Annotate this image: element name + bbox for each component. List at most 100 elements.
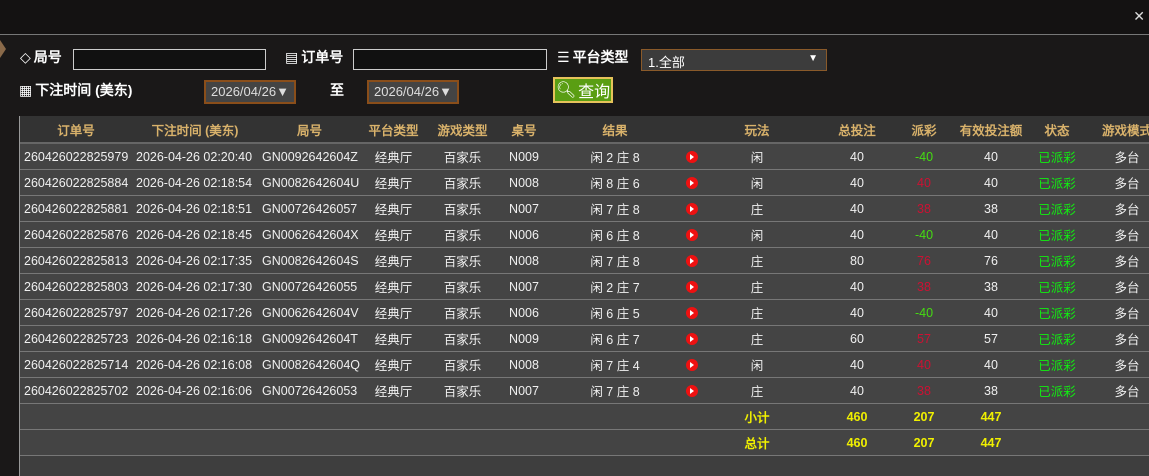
cell-platform-type: 经典厅 — [361, 325, 426, 352]
round-input[interactable] — [73, 49, 266, 70]
replay-cell — [681, 377, 702, 404]
header-game-type: 游戏类型 — [426, 116, 499, 144]
cell-status: 已派彩 — [1036, 221, 1078, 248]
table-row: 260426022825884 2026-04-26 02:18:54 GN0082… — [20, 169, 1149, 196]
subtotal-valid-bet: 447 — [946, 403, 1036, 430]
play-video-icon[interactable] — [685, 151, 698, 164]
platform-selected: 1.全部 — [648, 55, 685, 70]
total-payout: 207 — [902, 429, 946, 456]
cell-total-bet: 40 — [812, 377, 902, 404]
cell-platform-type: 经典厅 — [361, 221, 426, 248]
cell-payout: 38 — [902, 195, 946, 222]
play-video-icon[interactable] — [685, 255, 698, 268]
date-from-picker[interactable]: 2026/04/26▼ — [204, 80, 296, 104]
cell-bet-time: 2026-04-26 02:16:06 — [132, 377, 258, 404]
cell-table-no: N008 — [499, 351, 549, 378]
cell-total-bet: 40 — [812, 195, 902, 222]
collapse-arrow-icon[interactable] — [0, 40, 6, 58]
cell-game-mode: 多台 — [1078, 143, 1149, 170]
cell-status: 已派彩 — [1036, 273, 1078, 300]
cell-total-bet: 40 — [812, 143, 902, 170]
play-video-icon[interactable] — [685, 203, 698, 216]
total-cell — [1036, 429, 1078, 456]
subtotal-cell — [426, 403, 499, 430]
cell-game-mode: 多台 — [1078, 247, 1149, 274]
cell-total-bet: 40 — [812, 299, 902, 326]
order-input[interactable] — [353, 49, 547, 70]
cell-total-bet: 40 — [812, 169, 902, 196]
cell-valid-bet: 38 — [946, 273, 1036, 300]
cell-round-no: GN0082642604Q — [258, 351, 361, 378]
cell-table-no: N007 — [499, 273, 549, 300]
query-button[interactable]: 🔍︎ 查询 — [553, 77, 613, 103]
play-video-icon[interactable] — [685, 385, 698, 398]
cell-payout: 38 — [902, 377, 946, 404]
platform-select[interactable]: 1.全部 ▼ — [641, 49, 827, 71]
header-valid-bet: 有效投注额 — [946, 116, 1036, 144]
play-video-icon[interactable] — [685, 333, 698, 346]
header-result: 结果 — [549, 116, 681, 144]
cell-status: 已派彩 — [1036, 351, 1078, 378]
header-bet-type: 玩法 — [702, 116, 812, 144]
list-icon: ☰ — [557, 48, 570, 65]
bet-records-table: 订单号 下注时间 (美东) 局号 平台类型 游戏类型 桌号 结果 玩法 总投注 派彩 有效投注额 状态… — [19, 116, 1149, 476]
header-total-bet: 总投注 — [812, 116, 902, 144]
replay-cell — [681, 273, 702, 300]
replay-cell — [681, 143, 702, 170]
cell-payout: -40 — [902, 143, 946, 170]
date-to: 2026/04/26 — [374, 84, 440, 99]
cell-bet-type: 庄 — [702, 325, 812, 352]
cell-bet-time: 2026-04-26 02:20:40 — [132, 143, 258, 170]
cell-status: 已派彩 — [1036, 299, 1078, 326]
cell-result: 闲 6 庄 8 — [549, 221, 681, 248]
cell-result: 闲 7 庄 8 — [549, 247, 681, 274]
cell-game-type: 百家乐 — [426, 325, 499, 352]
cell-bet-type: 闲 — [702, 351, 812, 378]
cell-result: 闲 2 庄 7 — [549, 273, 681, 300]
header-table-no: 桌号 — [499, 116, 549, 144]
cell-valid-bet: 76 — [946, 247, 1036, 274]
header-replay — [681, 116, 702, 144]
cell-platform-type: 经典厅 — [361, 169, 426, 196]
cell-result: 闲 7 庄 4 — [549, 351, 681, 378]
cell-round-no: GN0082642604U — [258, 169, 361, 196]
cell-game-type: 百家乐 — [426, 299, 499, 326]
cell-valid-bet: 40 — [946, 143, 1036, 170]
cell-result: 闲 6 庄 7 — [549, 325, 681, 352]
cell-platform-type: 经典厅 — [361, 273, 426, 300]
cell-result: 闲 8 庄 6 — [549, 169, 681, 196]
total-cell — [681, 429, 702, 456]
cell-status: 已派彩 — [1036, 325, 1078, 352]
total-total-bet: 460 — [812, 429, 902, 456]
cell-game-type: 百家乐 — [426, 247, 499, 274]
date-to-picker[interactable]: 2026/04/26▼ — [367, 80, 459, 104]
cell-table-no: N008 — [499, 247, 549, 274]
cell-table-no: N007 — [499, 195, 549, 222]
cell-platform-type: 经典厅 — [361, 351, 426, 378]
cell-platform-type: 经典厅 — [361, 247, 426, 274]
header-game-mode: 游戏模式 — [1078, 116, 1149, 144]
play-video-icon[interactable] — [685, 229, 698, 242]
close-icon[interactable]: ✕ — [1133, 8, 1145, 24]
play-video-icon[interactable] — [685, 281, 698, 294]
play-video-icon[interactable] — [685, 307, 698, 320]
subtotal-label: 小计 — [702, 403, 812, 430]
cell-order-no: 260426022825813 — [20, 247, 132, 274]
table-row: 260426022825797 2026-04-26 02:17:26 GN0062… — [20, 299, 1149, 326]
cell-game-mode: 多台 — [1078, 273, 1149, 300]
cell-total-bet: 40 — [812, 351, 902, 378]
play-video-icon[interactable] — [685, 359, 698, 372]
table-row: 260426022825979 2026-04-26 02:20:40 GN0092… — [20, 143, 1149, 170]
cell-platform-type: 经典厅 — [361, 377, 426, 404]
cell-table-no: N006 — [499, 221, 549, 248]
tag-icon: ◇ — [20, 48, 31, 65]
replay-cell — [681, 247, 702, 274]
play-video-icon[interactable] — [685, 177, 698, 190]
cell-game-mode: 多台 — [1078, 169, 1149, 196]
cell-payout: 38 — [902, 273, 946, 300]
top-bar: ✕ — [0, 0, 1149, 35]
table-row: 260426022825803 2026-04-26 02:17:30 GN0072… — [20, 273, 1149, 300]
cell-round-no: GN0062642604X — [258, 221, 361, 248]
platform-label-text: 平台类型 — [572, 49, 629, 65]
cell-valid-bet: 38 — [946, 195, 1036, 222]
